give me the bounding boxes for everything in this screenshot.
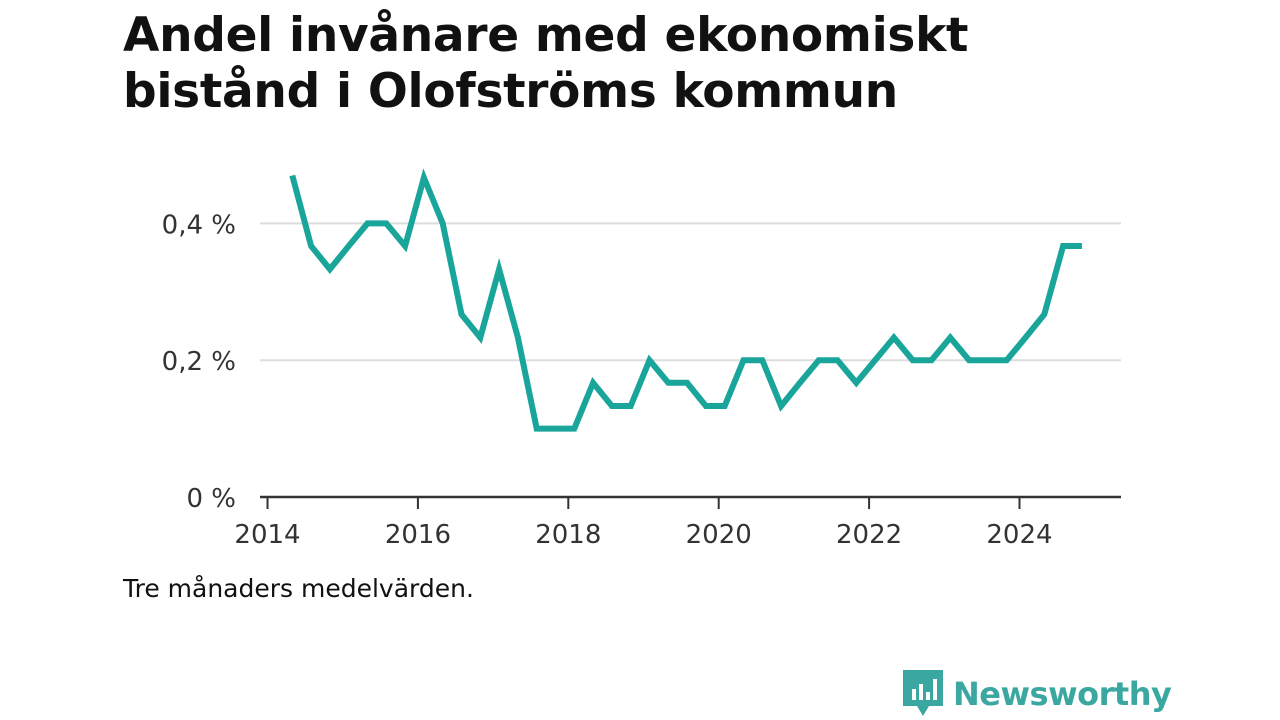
y-tick-label: 0,2 % xyxy=(162,347,236,377)
brand-name: Newsworthy xyxy=(953,675,1172,713)
x-tick-label: 2022 xyxy=(836,520,902,550)
series-line xyxy=(289,168,1082,432)
chart-title: Andel invånare med ekonomiskt bistånd i … xyxy=(123,8,1123,120)
x-tick-label: 2020 xyxy=(686,520,752,550)
chart-title-line-1: Andel invånare med ekonomiskt xyxy=(123,8,969,63)
newsworthy-logo-icon xyxy=(903,670,943,716)
y-tick-label: 0,4 % xyxy=(162,210,236,240)
x-tick-label: 2018 xyxy=(535,520,601,550)
chart-note: Tre månaders medelvärden. xyxy=(123,574,474,603)
x-tick-label: 2014 xyxy=(234,520,300,550)
x-tick-label: 2016 xyxy=(385,520,451,550)
chart-title-line-2: bistånd i Olofströms kommun xyxy=(123,64,898,119)
y-tick-label: 0 % xyxy=(186,484,236,514)
newsworthy-logo: Newsworthy xyxy=(903,670,1172,718)
x-tick-label: 2024 xyxy=(986,520,1052,550)
